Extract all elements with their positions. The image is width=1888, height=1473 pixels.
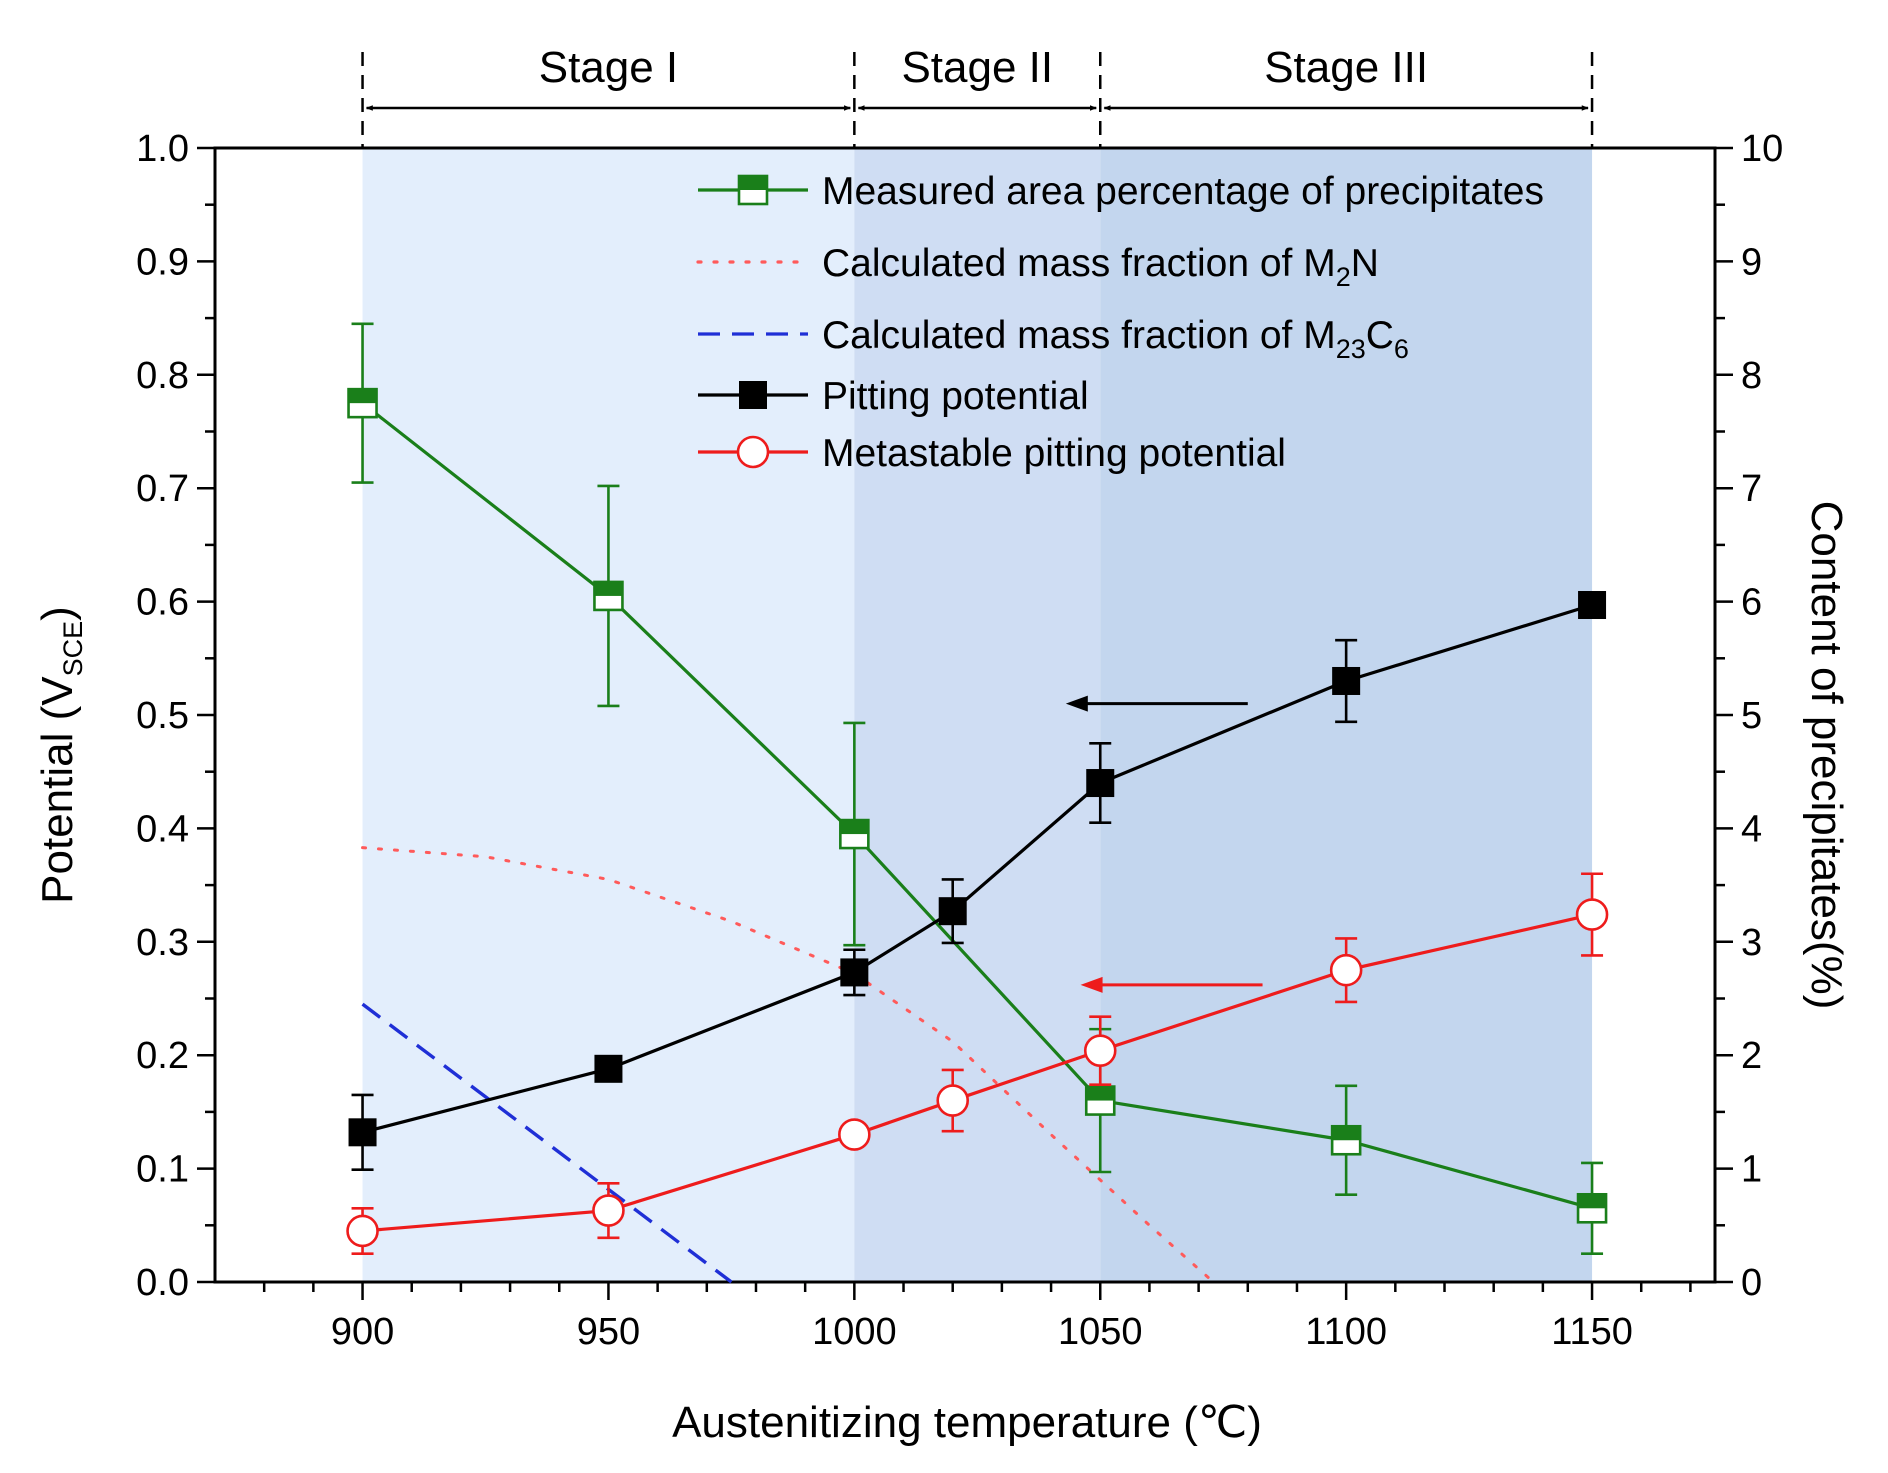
marker-square — [938, 897, 967, 926]
legend-label: Metastable pitting potential — [822, 432, 1286, 475]
legend-item-5: Metastable pitting potential — [698, 432, 1286, 475]
marker-half-fill — [840, 820, 869, 835]
legend-label-tail: C — [1366, 314, 1394, 357]
marker-square — [1086, 769, 1115, 798]
series-3 — [348, 591, 1607, 1172]
y-left-title-main: Potential (V — [33, 676, 82, 904]
y-left-tick-label: 0.6 — [136, 582, 189, 624]
marker-square — [1332, 666, 1361, 695]
y-right-tick-label: 8 — [1741, 355, 1762, 397]
legend-marker-square — [739, 381, 767, 409]
y-left-tick-label: 0.9 — [136, 241, 189, 283]
marker-half-fill — [1332, 1126, 1361, 1141]
legend-label-main: Calculated mass fraction of M — [822, 314, 1336, 357]
legend-marker-circle — [736, 435, 770, 469]
y-right-tick-label: 1 — [1741, 1149, 1762, 1191]
x-tick-label: 900 — [331, 1311, 394, 1353]
y-left-tick-label: 0.5 — [136, 695, 189, 737]
legend-label-main: Pitting potential — [822, 375, 1089, 418]
legend-label-main: Calculated mass fraction of M — [822, 242, 1336, 285]
legend-label: Pitting potential — [822, 375, 1089, 418]
marker-square — [1578, 591, 1607, 620]
y-right-tick-label: 2 — [1741, 1035, 1762, 1077]
series-2 — [361, 1002, 733, 1284]
legend-item-4: Pitting potential — [698, 375, 1089, 418]
y-left-tick-label: 0.7 — [136, 468, 189, 510]
y-left-tick-label: 0.8 — [136, 355, 189, 397]
series-4 — [346, 872, 1609, 1255]
y-left-tick-label: 0.4 — [136, 808, 189, 850]
axis-pointer-head-2 — [1080, 976, 1103, 993]
y-left-tick-label: 0.2 — [136, 1035, 189, 1077]
y-axis-right-title: Content of precipitates(%) — [1802, 501, 1851, 1010]
x-tick-label: 1100 — [1305, 1311, 1387, 1353]
marker-half-fill — [1086, 1086, 1115, 1101]
marker-circle — [1083, 1034, 1117, 1067]
y-right-tick-label: 4 — [1741, 808, 1762, 850]
stage-label-3: Stage III — [1264, 43, 1428, 92]
legend-item-1: Measured area percentage of precipitates — [698, 170, 1544, 213]
axes: 900 950 1000 1050 1100 11500.00.10.20.30.40.5… — [136, 128, 1783, 1353]
marker-circle — [1329, 953, 1363, 987]
y-right-tick-label: 9 — [1741, 241, 1762, 283]
marker-circle — [346, 1214, 379, 1248]
y-right-tick-label: 6 — [1741, 582, 1762, 624]
x-tick-label: 1050 — [1058, 1311, 1143, 1353]
legend-label-tail: N — [1351, 242, 1379, 285]
stage-shading — [362, 148, 1593, 1282]
series-line — [361, 401, 1593, 1210]
legend-label-main: Measured area percentage of precipitates — [822, 170, 1544, 213]
y-right-tick-label: 5 — [1741, 695, 1762, 737]
series-0 — [347, 322, 1608, 1255]
x-tick-label: 950 — [577, 1311, 640, 1353]
annotation-arrows — [1065, 695, 1263, 993]
y-right-tick-label: 7 — [1741, 468, 1762, 510]
legend-item-2: Calculated mass fraction of M2N — [696, 242, 1379, 292]
y-left-tick-label: 0.0 — [136, 1262, 189, 1304]
y-right-tick-label: 0 — [1741, 1262, 1762, 1304]
legend-label-sub: 23 — [1336, 334, 1366, 364]
marker-circle — [1575, 898, 1609, 931]
y-left-tick-label: 0.1 — [136, 1149, 189, 1191]
marker-circle — [838, 1118, 871, 1151]
series-layer — [346, 322, 1609, 1284]
marker-square — [348, 1118, 377, 1147]
legend-label-sub: 2 — [1336, 262, 1351, 292]
legend-label: Calculated mass fraction of M23C6 — [822, 314, 1409, 364]
marker-circle — [936, 1084, 970, 1117]
y-left-tick-label: 0.3 — [136, 922, 189, 964]
x-axis-title: Austenitizing temperature (℃) — [672, 1398, 1262, 1447]
y-left-title-sub: SCE — [58, 621, 88, 677]
legend-label: Measured area percentage of precipitates — [822, 170, 1544, 213]
axis-pointer-head-1 — [1065, 695, 1088, 712]
marker-half-fill — [348, 389, 377, 404]
series-line — [361, 1002, 733, 1284]
legend-marker-half-fill — [739, 176, 767, 190]
x-tick-label: 1000 — [812, 1311, 897, 1353]
y-left-tick-label: 1.0 — [136, 128, 189, 170]
marker-half-fill — [594, 581, 623, 596]
x-tick-label: 1150 — [1551, 1311, 1633, 1353]
stage-label-2: Stage II — [901, 43, 1053, 92]
stage-band-1 — [362, 148, 855, 1282]
legend: Measured area percentage of precipitates… — [696, 170, 1544, 475]
y-axis-left-title: Potential (VSCE) — [33, 606, 88, 904]
y-right-tick-label: 10 — [1741, 128, 1783, 170]
marker-square — [840, 958, 869, 987]
marker-circle — [592, 1194, 625, 1227]
marker-half-fill — [1578, 1194, 1607, 1209]
stage-brackets: Stage I Stage II Stage III — [361, 43, 1594, 148]
legend-label: Calculated mass fraction of M2N — [822, 242, 1379, 292]
legend-item-3: Calculated mass fraction of M23C6 — [698, 314, 1409, 364]
y-right-tick-label: 3 — [1741, 922, 1762, 964]
y-left-title-close: ) — [33, 606, 82, 621]
marker-square — [594, 1054, 623, 1083]
stage-label-1: Stage I — [539, 43, 678, 92]
legend-label-main: Metastable pitting potential — [822, 432, 1286, 475]
legend-label-sub2: 6 — [1394, 334, 1409, 364]
